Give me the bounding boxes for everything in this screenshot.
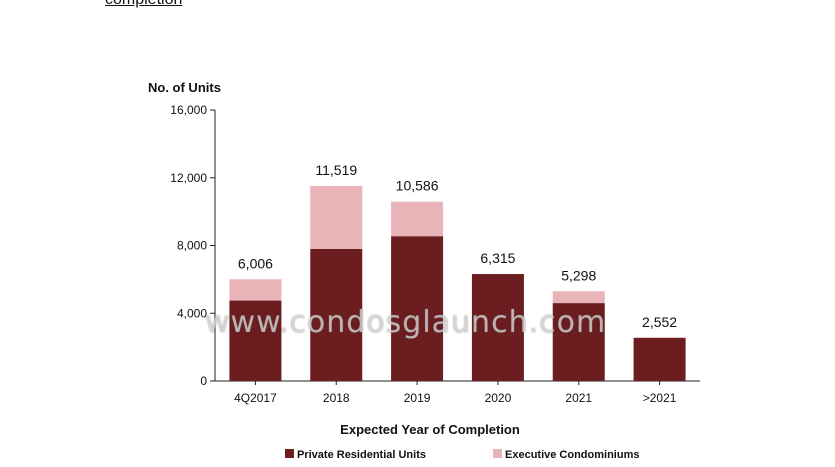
y-tick-label: 8,000 (177, 239, 207, 253)
x-tick-label: 4Q2017 (234, 391, 277, 405)
y-axis-label: No. of Units (148, 80, 221, 95)
bar-private-residential (552, 303, 605, 381)
bars-group (229, 185, 686, 381)
bar-executive-condominiums (229, 279, 282, 301)
x-tick-label: 2021 (565, 391, 592, 405)
x-tick-label: 2019 (404, 391, 431, 405)
legend-label: Executive Condominiums (505, 449, 639, 461)
x-tick-label: 2020 (485, 391, 512, 405)
total-data-label: 6,006 (238, 255, 273, 271)
data-labels-group: 6,006 11,519 10,586 6,315 5,298 2,552 (238, 162, 677, 330)
x-tick-label: >2021 (643, 391, 677, 405)
x-tick-label: 2018 (323, 391, 350, 405)
bar-private-residential (229, 300, 282, 381)
bar-private-residential (633, 337, 686, 381)
bar-executive-condominiums (310, 185, 363, 249)
total-data-label: 2,552 (642, 314, 677, 330)
legend-label: Private Residential Units (297, 449, 426, 461)
y-tick-label: 12,000 (170, 171, 207, 185)
total-data-label: 6,315 (480, 250, 515, 266)
total-data-label: 11,519 (315, 162, 357, 178)
x-axis-label: Expected Year of Completion (340, 422, 520, 437)
bar-executive-condominiums (552, 291, 605, 304)
legend: Private Residential Units Executive Condo… (285, 449, 639, 461)
bar-private-residential (471, 274, 524, 381)
legend-swatch (285, 449, 294, 458)
watermark: www.condosglaunch.com (205, 305, 607, 340)
legend-swatch (493, 449, 502, 458)
bar-private-residential (391, 236, 444, 381)
axes: 0 4,000 8,000 12,000 16,000 4Q2017 2018 2019 202… (170, 103, 700, 405)
total-data-label: 5,298 (561, 267, 596, 283)
y-tick-label: 0 (200, 374, 207, 388)
y-tick-label: 16,000 (170, 103, 207, 117)
bar-executive-condominiums (391, 201, 444, 237)
total-data-label: 10,586 (396, 178, 439, 194)
page-title: completion (105, 0, 182, 9)
y-tick-label: 4,000 (177, 306, 207, 320)
bar-private-residential (310, 248, 363, 381)
